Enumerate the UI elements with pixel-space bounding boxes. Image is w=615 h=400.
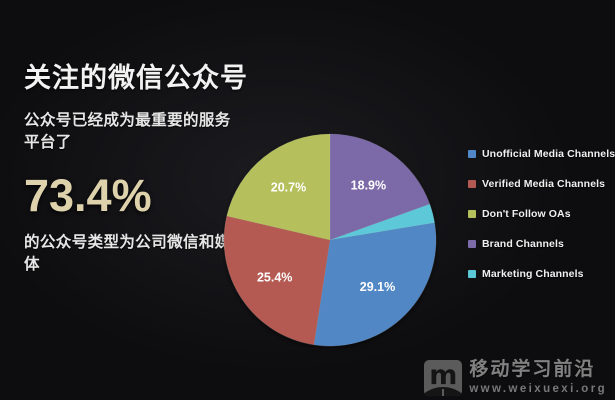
chart-legend: Unofficial Media Channels Verified Media … [468, 147, 615, 297]
legend-label: Unofficial Media Channels [482, 148, 615, 160]
pie-slice-label: 18.9% [351, 178, 386, 192]
legend-item[interactable]: Verified Media Channels [468, 177, 613, 191]
pie-slice[interactable] [329, 133, 431, 241]
legend-label: Don't Follow OAs [482, 208, 571, 220]
legend-swatch-icon [468, 180, 476, 188]
legend-item[interactable]: Brand Channels [468, 237, 613, 251]
pie-chart-svg: 18.9%2.8%29.1%25.4%20.7% [223, 133, 437, 347]
legend-swatch-icon [468, 270, 476, 278]
watermark-texts: 移动学习前沿 www.weixuexi.org [469, 360, 607, 395]
legend-item[interactable]: Marketing Channels [468, 267, 613, 281]
legend-item[interactable]: Unofficial Media Channels [468, 147, 615, 161]
pie-slice-group [223, 133, 437, 347]
pie-label-group: 18.9%2.8%29.1%25.4%20.7% [257, 178, 395, 294]
pie-slice-label: 29.1% [360, 280, 395, 294]
legend-label: Marketing Channels [482, 268, 584, 280]
pie-slice[interactable] [226, 133, 331, 241]
watermark: m 移动学习前沿 www.weixuexi.org [424, 360, 607, 396]
watermark-url: www.weixuexi.org [469, 382, 607, 395]
pie-slice[interactable] [223, 215, 331, 346]
legend-swatch-icon [468, 240, 476, 248]
subtitle-text: 公众号已经成为最重要的服务平台了 [24, 112, 231, 151]
watermark-brand: 移动学习前沿 [469, 359, 596, 381]
book-shape [424, 387, 463, 396]
legend-item[interactable]: Don't Follow OAs [468, 207, 613, 221]
legend-swatch-icon [468, 210, 476, 218]
logo-letter: m [429, 360, 458, 391]
pie-slice[interactable] [313, 222, 437, 347]
pie-slice-label: 20.7% [271, 181, 306, 195]
open-book-logo-icon: m [424, 360, 463, 396]
pie-slice-label: 25.4% [257, 270, 292, 284]
left-text-panel: 关注的微信公众号 公众号已经成为最重要的服务平台了 73.4% 的公众号类型为公… [24, 62, 269, 276]
legend-swatch-icon [468, 150, 476, 158]
legend-label: Verified Media Channels [482, 178, 606, 190]
statistic-caption: 的公众号类型为公司微信和媒体 [24, 234, 231, 274]
legend-label: Brand Channels [482, 238, 564, 250]
pie-chart: 18.9%2.8%29.1%25.4%20.7% [222, 132, 438, 348]
page-title: 关注的微信公众号 [24, 63, 248, 93]
highlight-statistic: 73.4% [24, 170, 152, 222]
